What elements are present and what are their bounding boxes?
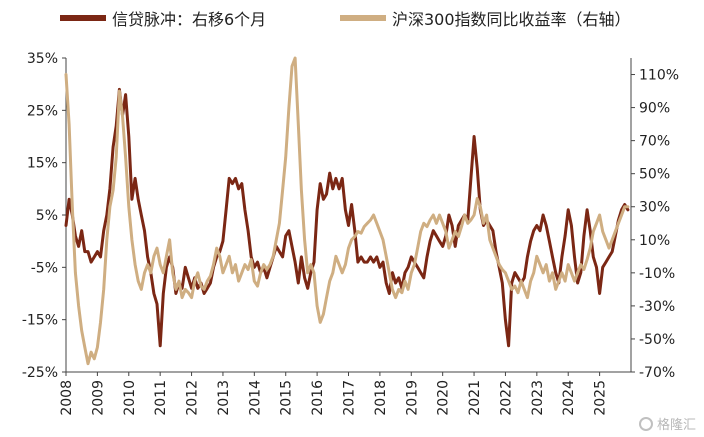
legend-swatch-hs300 (340, 15, 386, 21)
y-right-tick-label: 90% (639, 101, 670, 117)
y-right-tick-label: -30% (639, 299, 675, 315)
x-tick-label: 2017 (342, 380, 358, 416)
legend-item-credit-pulse: 信贷脉冲：右移6个月 (60, 6, 266, 30)
y-right-tick-label: 70% (639, 134, 670, 150)
x-tick-label: 2025 (593, 380, 609, 416)
y-left-tick-label: -15% (22, 313, 58, 329)
x-tick-label: 2014 (247, 380, 263, 416)
x-tick-label: 2018 (373, 380, 389, 416)
axes-layer (65, 58, 632, 373)
y-right-tick-label: -50% (639, 332, 675, 348)
y-right-tick-label: -70% (639, 365, 675, 381)
y-right-tick-label: 10% (639, 233, 670, 249)
x-tick-label: 2009 (90, 380, 106, 416)
ticks-layer: 35% 25% 15% 5% -5% -15% -25% 110% 90% 70% 50% 30% 10… (22, 51, 679, 416)
x-tick-label: 2015 (279, 380, 295, 416)
chart-legend: 信贷脉冲：右移6个月 沪深300指数同比收益率（右轴） (0, 6, 704, 36)
watermark-text: 格隆汇 (656, 418, 696, 433)
x-tick-label: 2011 (153, 380, 169, 416)
x-tick-label: 2024 (561, 380, 577, 416)
y-left-tick-label: -5% (31, 260, 58, 276)
legend-swatch-credit-pulse (60, 15, 106, 21)
x-tick-label: 2012 (185, 380, 201, 416)
x-tick-label: 2020 (436, 380, 452, 416)
x-tick-label: 2023 (530, 380, 546, 416)
legend-item-hs300: 沪深300指数同比收益率（右轴） (340, 6, 631, 30)
y-left-tick-label: 25% (27, 103, 58, 119)
y-left-tick-label: 15% (27, 156, 58, 172)
x-tick-label: 2019 (404, 380, 420, 416)
legend-label-credit-pulse: 信贷脉冲：右移6个月 (112, 10, 267, 29)
watermark: 格隆汇 (638, 414, 696, 433)
y-left-tick-label: -25% (22, 365, 58, 381)
y-right-tick-label: -10% (639, 266, 675, 282)
y-right-tick-label: 30% (639, 200, 670, 216)
legend-label-hs300: 沪深300指数同比收益率（右轴） (392, 10, 631, 29)
x-tick-label: 2013 (216, 380, 232, 416)
y-left-tick-label: 35% (27, 51, 58, 67)
y-left-tick-label: 5% (36, 208, 58, 224)
x-tick-label: 2010 (122, 380, 138, 416)
logo-circle-icon (638, 416, 653, 431)
x-tick-label: 2021 (467, 380, 483, 416)
series-line-credit-pulse (64, 87, 630, 348)
x-tick-label: 2008 (59, 380, 75, 416)
y-right-tick-label: 110% (639, 68, 679, 84)
x-tick-label: 2016 (310, 380, 326, 416)
x-tick-label: 2022 (498, 380, 514, 416)
series-layer (64, 56, 630, 366)
series-line-hs300 (64, 56, 630, 366)
y-right-tick-label: 50% (639, 167, 670, 183)
